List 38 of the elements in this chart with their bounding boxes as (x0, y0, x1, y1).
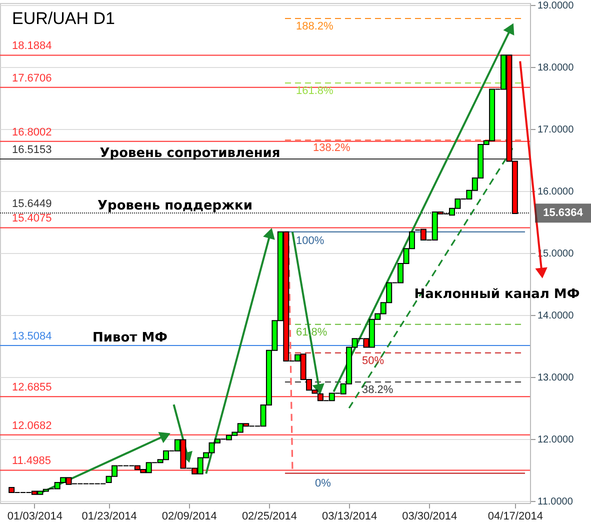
ref-line-label: 11.4985 (12, 455, 51, 468)
x-tick-label: 04/17/2014 (488, 510, 543, 522)
y-tick-label: 18.0000 (538, 62, 574, 74)
ref-line-label: 12.6855 (12, 382, 52, 394)
ref-line-label: 17.6706 (12, 72, 52, 84)
y-tick-label: 16.0000 (538, 186, 574, 198)
x-tick-label: 01/03/2014 (7, 510, 62, 522)
ref-line-label: 18.1884 (12, 40, 52, 52)
y-tick-label: 19.0000 (538, 0, 574, 12)
annotation: Наклонный канал МФ (414, 287, 580, 302)
y-tick-label: 17.0000 (538, 124, 574, 136)
y-tick-label: 13.0000 (538, 372, 574, 384)
ref-line-label: 15.4075 (12, 212, 52, 225)
annotation: Уровень сопротивления (100, 146, 280, 161)
y-tick-label: 11.0000 (538, 496, 574, 508)
ref-line-label: 16.5153 (12, 144, 52, 156)
annotation: 38.2% (362, 384, 394, 396)
ref-line-label: 12.0682 (12, 420, 52, 432)
y-tick-label: 12.0000 (538, 434, 574, 446)
x-tick-label: 02/09/2014 (162, 510, 217, 522)
chart-title: EUR/UAH D1 (12, 9, 115, 28)
annotation: 138.2% (313, 142, 351, 154)
x-tick-label: 02/25/2014 (242, 510, 298, 522)
ref-line-label: 13.5084 (12, 330, 52, 343)
x-tick-label: 03/30/2014 (402, 510, 458, 522)
x-tick-label: 01/23/2014 (82, 510, 137, 522)
x-tick-label: 03/13/2014 (322, 510, 378, 522)
y-tick-label: 14.0000 (538, 310, 574, 322)
annotation: 161.8% (296, 84, 334, 97)
annotation: Пивот МФ (92, 330, 168, 346)
text: 15.6364 (543, 207, 584, 220)
annotation: 0% (315, 477, 332, 490)
annotation: 50% (362, 355, 384, 368)
ref-line-label: 15.6449 (12, 198, 52, 210)
annotation: Уровень поддержки (98, 198, 252, 214)
annotation: 188.2% (296, 20, 334, 33)
ref-line-label: 16.8002 (12, 126, 52, 138)
annotation: 100% (296, 234, 324, 247)
